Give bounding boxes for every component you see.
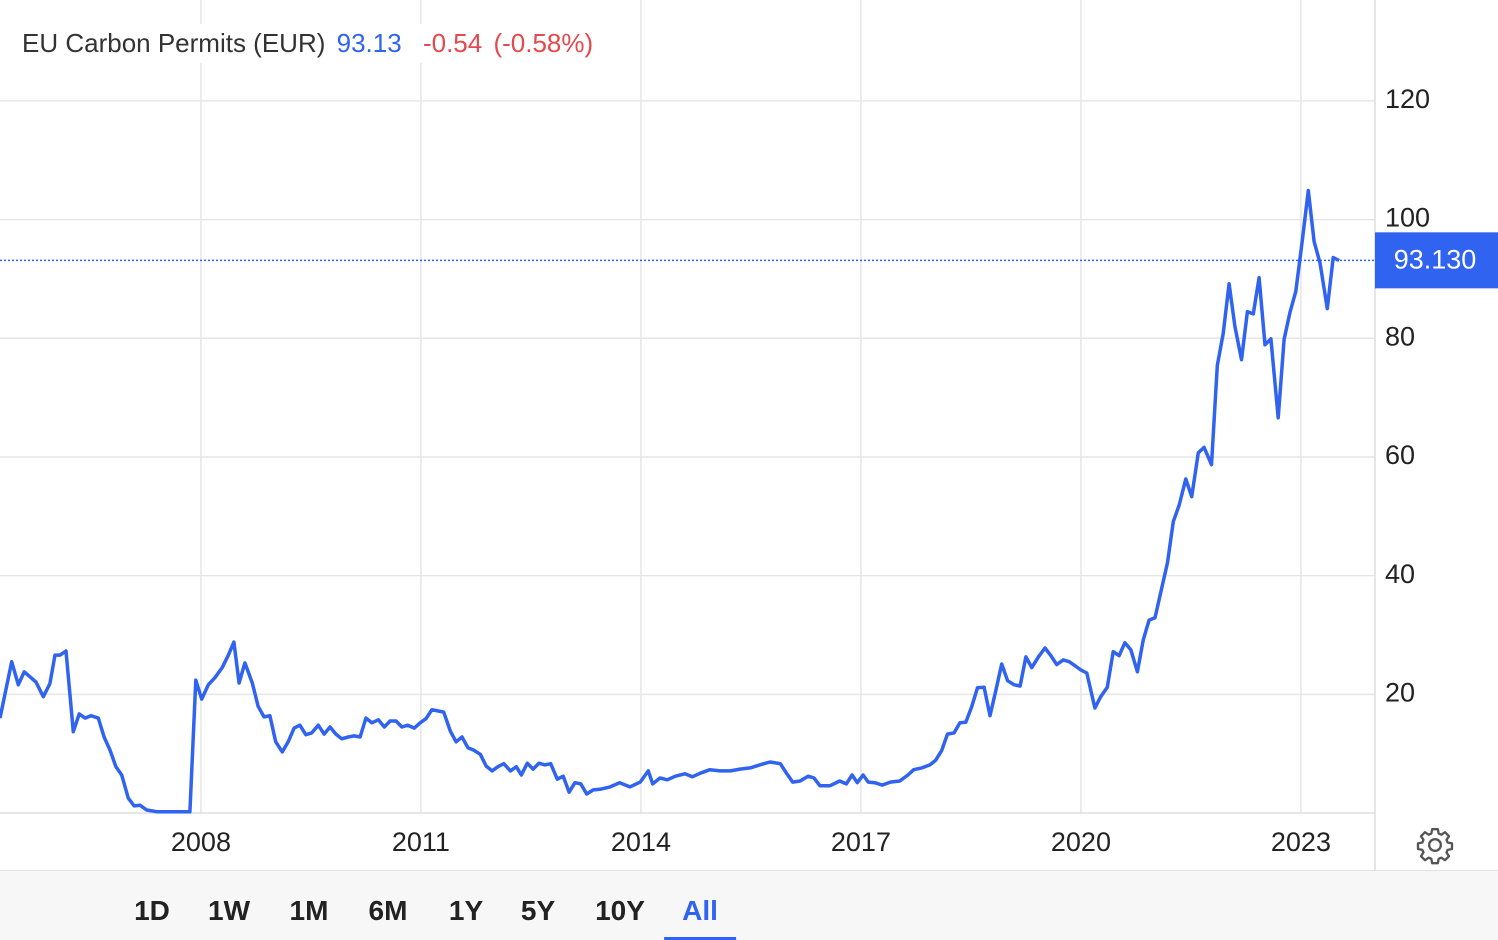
x-tick-label: 2020	[1051, 827, 1111, 857]
range-button[interactable]: 6M	[368, 895, 408, 926]
range-button[interactable]: All	[664, 871, 736, 940]
last-price-label: 93.130	[1394, 244, 1477, 274]
chart: 20 40 60 80 100 120 2008 2011 2014 2017 2020 2023 93…	[0, 0, 1498, 870]
x-tick-label: 2017	[831, 827, 891, 857]
last-price-box	[1375, 232, 1498, 289]
y-tick-label: 100	[1385, 203, 1430, 233]
change: -0.54	[422, 28, 483, 58]
y-tick-label: 60	[1385, 440, 1415, 470]
range-button[interactable]: 1M	[289, 895, 329, 926]
range-button[interactable]: 1W	[208, 895, 250, 926]
header: EU Carbon Permits (EUR) 93.13 -0.54 (-0.…	[14, 24, 602, 63]
price: 93.13	[336, 28, 402, 58]
x-tick-label: 2014	[611, 827, 671, 857]
y-tick-label: 120	[1385, 84, 1430, 114]
range-button[interactable]: 10Y	[595, 895, 645, 926]
range-button[interactable]: 1D	[134, 895, 170, 926]
change-percent: (-0.58%)	[493, 28, 594, 58]
settings-icon[interactable]	[1415, 825, 1455, 865]
y-tick-label: 20	[1385, 677, 1415, 707]
x-tick-label: 2011	[392, 827, 450, 857]
chart-title: EU Carbon Permits (EUR)	[22, 28, 326, 58]
y-tick-label: 40	[1385, 559, 1415, 589]
price-line-series	[0, 188, 1340, 814]
range-button[interactable]: 1Y	[448, 895, 484, 926]
x-tick-label: 2023	[1271, 827, 1331, 857]
y-tick-label: 80	[1385, 321, 1415, 351]
range-bar: 1D 1W 1M 6M 1Y 5Y 10Y All	[0, 870, 1498, 940]
x-tick-label: 2008	[171, 827, 231, 857]
range-button[interactable]: 5Y	[520, 895, 556, 926]
